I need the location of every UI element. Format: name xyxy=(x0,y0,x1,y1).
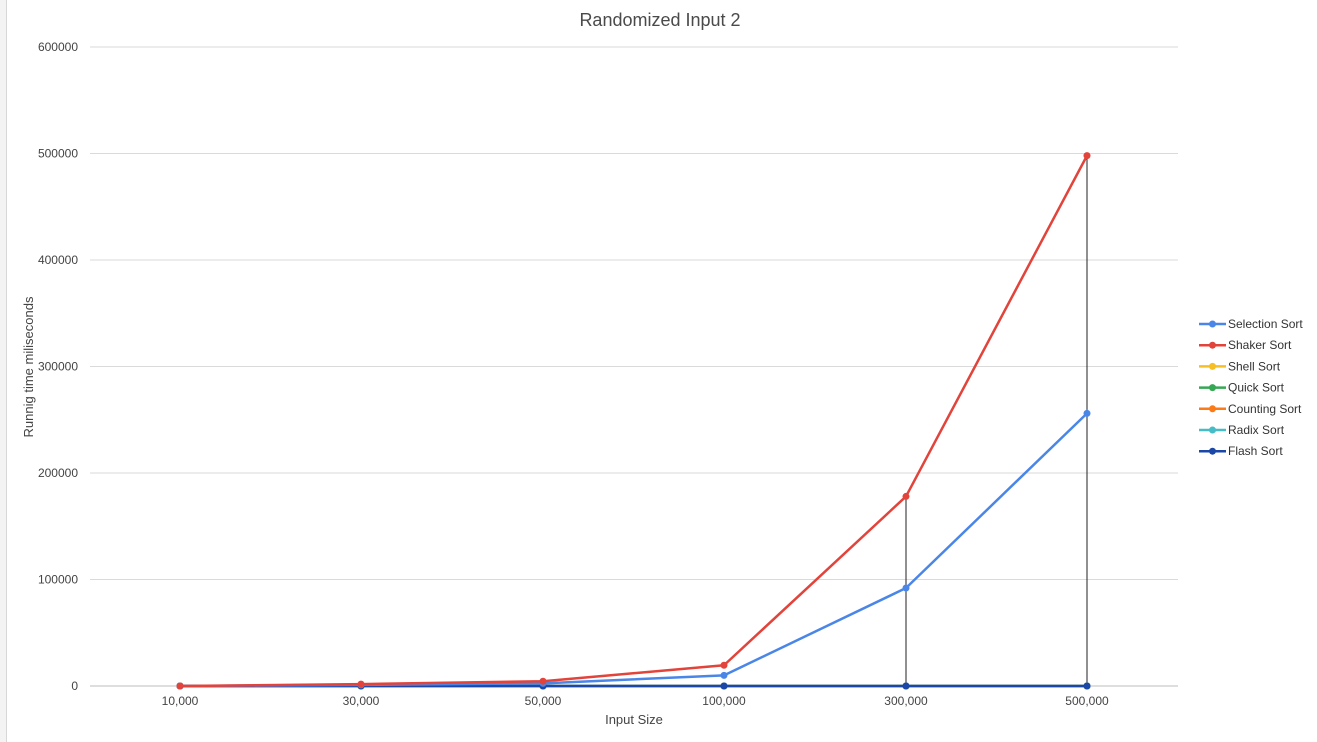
data-point xyxy=(720,661,728,669)
legend-item-selection-sort[interactable]: Selection Sort xyxy=(1199,317,1303,331)
legend-item-flash-sort[interactable]: Flash Sort xyxy=(1199,444,1283,458)
legend-item-shell-sort[interactable]: Shell Sort xyxy=(1199,359,1281,373)
legend-item-counting-sort[interactable]: Counting Sort xyxy=(1199,402,1302,416)
legend-label: Shell Sort xyxy=(1228,359,1281,373)
legend-marker xyxy=(1209,362,1216,370)
legend-label: Flash Sort xyxy=(1228,444,1283,458)
data-point xyxy=(357,680,365,688)
data-point xyxy=(1083,682,1091,690)
drop-lines xyxy=(905,155,1088,686)
y-tick-label: 300000 xyxy=(38,360,78,374)
series-shaker-sort xyxy=(176,152,1091,690)
series-selection-sort xyxy=(176,409,1091,690)
data-point xyxy=(1083,152,1091,160)
legend-marker xyxy=(1209,320,1216,328)
series-line xyxy=(179,412,1088,688)
y-tick-label: 400000 xyxy=(38,253,78,267)
legend-marker xyxy=(1209,405,1216,413)
x-tick-label: 30,000 xyxy=(343,694,380,708)
gridlines xyxy=(90,46,1178,687)
legend-label: Quick Sort xyxy=(1228,381,1285,395)
legend-marker xyxy=(1209,426,1216,434)
legend-marker xyxy=(1209,341,1216,349)
spreadsheet-edge xyxy=(0,0,7,742)
chart-title: Randomized Input 2 xyxy=(579,10,740,30)
y-tick-label: 500000 xyxy=(38,147,78,161)
legend-marker xyxy=(1209,447,1216,455)
series-group xyxy=(176,152,1091,690)
x-tick-label: 10,000 xyxy=(162,694,199,708)
data-point xyxy=(1083,409,1091,417)
legend-label: Shaker Sort xyxy=(1228,338,1292,352)
legend-marker xyxy=(1209,384,1216,392)
data-point xyxy=(902,584,910,592)
legend-item-radix-sort[interactable]: Radix Sort xyxy=(1199,423,1285,437)
x-tick-label: 50,000 xyxy=(525,694,562,708)
data-point xyxy=(902,492,910,500)
y-tick-label: 600000 xyxy=(38,40,78,54)
series-line xyxy=(179,155,1089,688)
y-tick-label: 200000 xyxy=(38,466,78,480)
y-axis-title: Runnig time miliseconds xyxy=(21,296,36,437)
x-axis-ticks: 10,000 30,000 50,000 100,000 300,000 500,000 xyxy=(162,694,1109,708)
legend-label: Radix Sort xyxy=(1228,423,1285,437)
legend-label: Counting Sort xyxy=(1228,402,1302,416)
x-tick-label: 100,000 xyxy=(702,694,746,708)
y-axis-ticks: 0 100000 200000 300000 400000 500000 600000 xyxy=(38,40,78,693)
data-point xyxy=(902,682,910,690)
y-tick-label: 0 xyxy=(71,679,78,693)
data-point xyxy=(720,671,728,679)
data-point xyxy=(176,682,184,690)
data-point xyxy=(539,677,547,685)
legend[interactable]: Selection Sort Shaker Sort Shell Sort Quick… xyxy=(1199,317,1303,458)
x-axis-title: Input Size xyxy=(605,712,663,727)
data-point xyxy=(720,682,728,690)
legend-item-quick-sort[interactable]: Quick Sort xyxy=(1199,381,1285,395)
legend-label: Selection Sort xyxy=(1228,317,1303,331)
x-tick-label: 300,000 xyxy=(884,694,928,708)
y-tick-label: 100000 xyxy=(38,573,78,587)
legend-item-shaker-sort[interactable]: Shaker Sort xyxy=(1199,338,1292,352)
x-tick-label: 500,000 xyxy=(1065,694,1109,708)
